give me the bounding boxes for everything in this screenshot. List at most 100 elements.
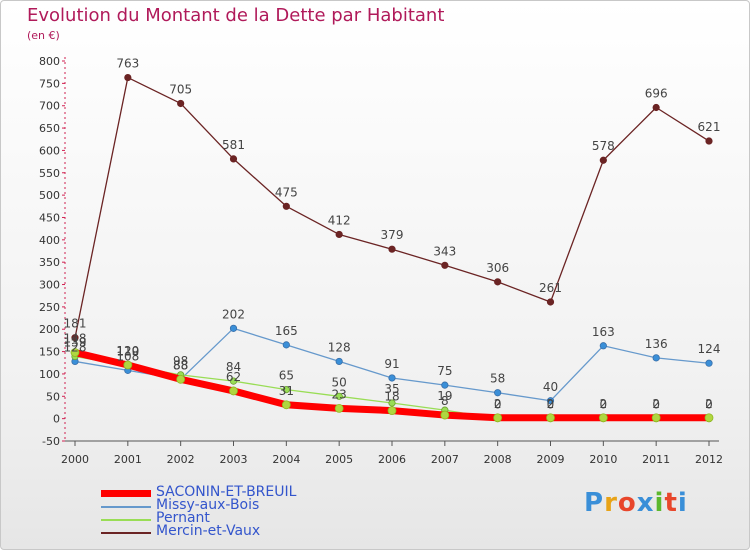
data-label-missy-aux-bois: 40 (543, 380, 558, 394)
data-point-saconin-et-breuil (651, 413, 661, 423)
logo-letter: P (584, 488, 605, 518)
data-point-saconin-et-breuil (176, 374, 186, 384)
chart-title: Evolution du Montant de la Dette par Hab… (27, 5, 445, 26)
data-point-missy-aux-bois (388, 374, 396, 382)
series-layer (70, 73, 714, 423)
data-point-saconin-et-breuil (70, 348, 80, 357)
data-point-mercin-et-vaux (599, 156, 607, 164)
logo-letter: r (604, 488, 618, 518)
data-label-mercin-et-vaux: 578 (592, 139, 615, 153)
data-label-mercin-et-vaux: 475 (275, 185, 298, 199)
legend-swatch-saconin (101, 490, 151, 497)
x-tick-label: 2011 (642, 453, 670, 466)
data-label-missy-aux-bois: 165 (275, 324, 298, 338)
data-point-saconin-et-breuil (123, 360, 133, 370)
logo-letter: o (617, 488, 637, 518)
data-label-pernant: 119 (116, 344, 139, 358)
axes: -500501001502002503003504004505005506006… (39, 55, 723, 466)
y-tick-label: 650 (39, 122, 60, 135)
x-tick-label: 2002 (167, 453, 195, 466)
data-point-pernant (335, 392, 343, 400)
data-point-saconin-et-breuil (546, 413, 555, 423)
y-tick-label: 50 (46, 390, 60, 403)
y-tick-label: 0 (53, 413, 60, 426)
y-tick-label: 350 (39, 256, 60, 269)
data-label-saconin-et-breuil: 88 (173, 358, 188, 372)
y-tick-label: 250 (39, 301, 60, 314)
series-saconin-et-breuil (70, 348, 714, 423)
data-point-missy-aux-bois (441, 381, 449, 389)
y-tick-label: 150 (39, 346, 60, 359)
data-label-mercin-et-vaux: 181 (64, 317, 87, 331)
data-label-saconin-et-breuil: 31 (279, 384, 294, 398)
x-tick-label: 2000 (61, 453, 89, 466)
x-tick-label: 2010 (589, 453, 617, 466)
data-label-saconin-et-breuil: 2 (652, 397, 660, 411)
data-label-saconin-et-breuil: 62 (226, 370, 241, 384)
x-tick-label: 2009 (537, 453, 565, 466)
data-label-layer: 1817637055814754123793433062615786966211… (64, 57, 721, 412)
x-tick-label: 2012 (695, 453, 723, 466)
data-point-saconin-et-breuil (334, 403, 344, 413)
data-point-mercin-et-vaux (441, 261, 449, 269)
data-label-saconin-et-breuil: 23 (332, 387, 347, 401)
data-point-mercin-et-vaux (494, 278, 502, 286)
data-label-pernant: 19 (437, 389, 452, 403)
series-mercin-et-vaux (71, 73, 713, 342)
data-point-pernant (229, 377, 238, 385)
data-label-mercin-et-vaux: 621 (698, 120, 721, 134)
data-label-missy-aux-bois: 58 (490, 372, 505, 386)
data-point-mercin-et-vaux (335, 230, 343, 239)
data-label-mercin-et-vaux: 343 (433, 244, 456, 258)
y-tick-label: 750 (39, 77, 60, 90)
data-label-mercin-et-vaux: 379 (381, 228, 404, 242)
data-label-mercin-et-vaux: 705 (169, 82, 192, 96)
logo-letter: i (654, 488, 665, 518)
data-point-mercin-et-vaux (546, 298, 555, 306)
y-tick-label: 100 (39, 368, 60, 381)
data-label-missy-aux-bois: 91 (384, 357, 399, 371)
data-point-missy-aux-bois (282, 341, 290, 349)
proxiti-logo: Proxiti (584, 488, 688, 518)
data-label-mercin-et-vaux: 412 (328, 213, 351, 227)
data-point-saconin-et-breuil (493, 413, 503, 423)
data-point-missy-aux-bois (335, 357, 343, 366)
data-point-mercin-et-vaux (177, 99, 185, 108)
chart-subtitle: (en €) (27, 29, 60, 42)
data-point-mercin-et-vaux (229, 155, 238, 163)
data-label-saconin-et-breuil: 2 (600, 397, 608, 411)
y-tick-label: 500 (39, 189, 60, 202)
data-label-saconin-et-breuil: 148 (64, 331, 87, 345)
y-tick-label: 200 (39, 323, 60, 336)
data-point-missy-aux-bois (599, 342, 607, 350)
x-tick-label: 2007 (431, 453, 459, 466)
data-label-mercin-et-vaux: 581 (222, 138, 245, 152)
data-point-missy-aux-bois (494, 389, 502, 397)
data-label-pernant: 0 (600, 398, 608, 412)
data-label-saconin-et-breuil: 18 (384, 390, 399, 404)
y-tick-label: 700 (39, 100, 60, 113)
data-point-saconin-et-breuil (704, 413, 714, 423)
y-tick-label: 450 (39, 211, 60, 224)
series-line-mercin-et-vaux (74, 76, 710, 339)
data-point-mercin-et-vaux (652, 103, 660, 112)
data-label-pernant: 84 (226, 360, 241, 374)
legend-label-pernant: Pernant (156, 510, 210, 526)
y-tick-label: 400 (39, 234, 60, 247)
data-label-missy-aux-bois: 128 (328, 340, 351, 354)
logo-letter: t (664, 488, 678, 518)
data-label-pernant: 98 (173, 354, 188, 368)
data-point-mercin-et-vaux (705, 137, 713, 145)
y-tick-label: -50 (42, 435, 60, 448)
data-point-saconin-et-breuil (229, 386, 238, 396)
data-point-pernant (282, 385, 290, 394)
x-tick-label: 2001 (114, 453, 142, 466)
data-label-mercin-et-vaux: 696 (645, 86, 668, 100)
data-label-pernant: 0 (652, 398, 660, 412)
data-label-pernant: 0 (494, 398, 502, 412)
data-label-missy-aux-bois: 75 (437, 364, 452, 378)
data-point-missy-aux-bois (652, 354, 660, 362)
data-label-saconin-et-breuil: 8 (441, 394, 449, 408)
